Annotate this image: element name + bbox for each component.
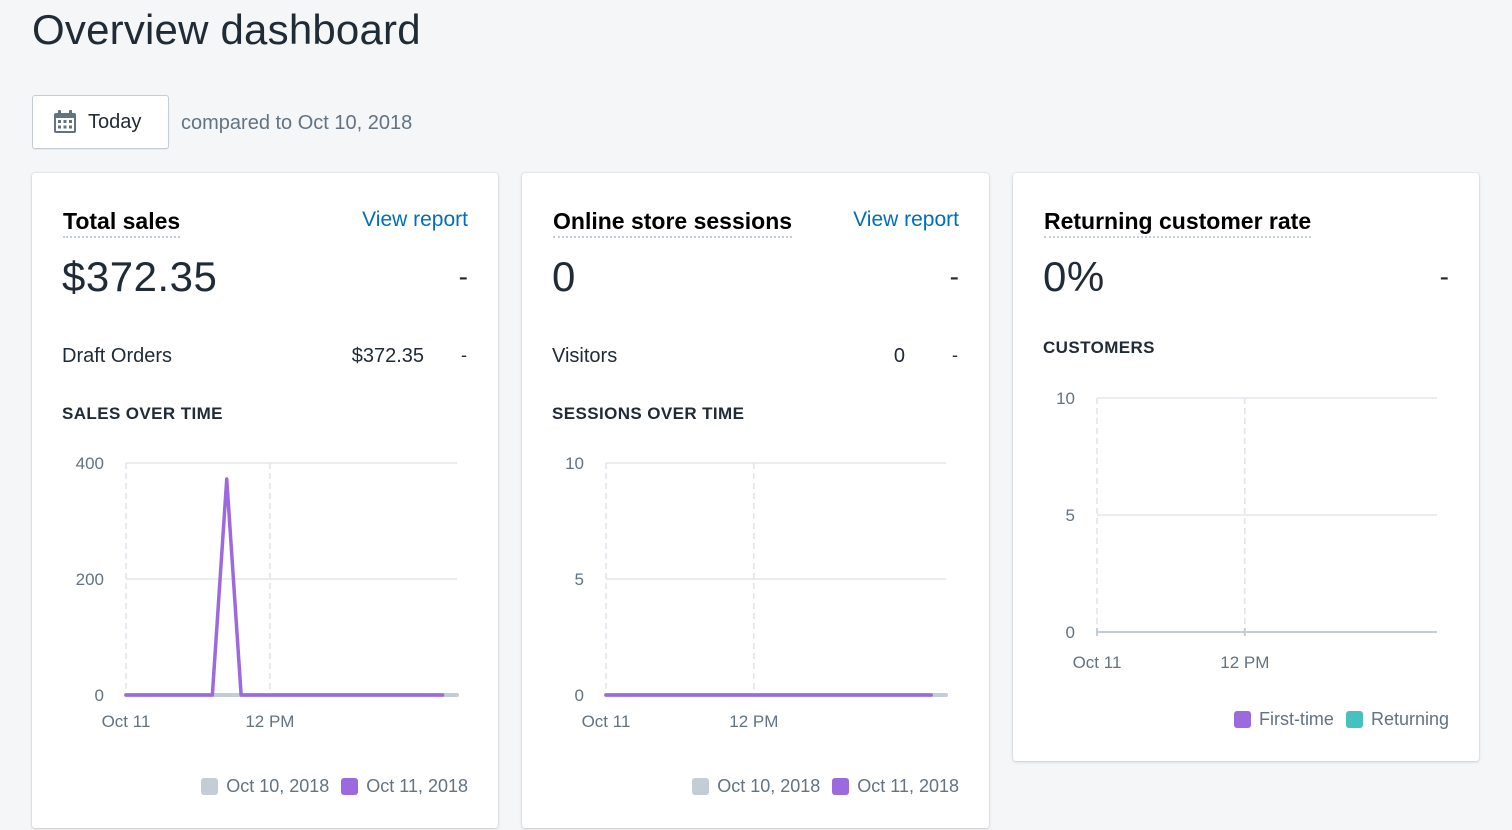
series-line-current xyxy=(124,477,445,697)
y-tick-label: 10 xyxy=(1056,389,1075,408)
legend-label-first-time: First-time xyxy=(1258,709,1334,729)
draft-orders-change: - xyxy=(461,345,467,365)
returning-rate-value: 0% xyxy=(1043,253,1105,300)
sessions-value: 0 xyxy=(552,253,576,300)
draft-orders-value: $372.35 xyxy=(351,345,424,367)
draft-orders-label: Draft Orders xyxy=(62,345,173,367)
date-range-button[interactable]: Today xyxy=(32,95,169,149)
legend-label-previous: Oct 10, 2018 xyxy=(226,776,330,796)
returning-rate-change: - xyxy=(1439,261,1449,292)
visitors-value: 0 xyxy=(893,345,905,367)
sessions-title[interactable]: Online store sessions xyxy=(553,207,793,238)
legend-swatch-current xyxy=(832,778,850,795)
sessions-view-report-link[interactable]: View report xyxy=(853,208,959,231)
legend-swatch-first-time xyxy=(1233,711,1251,728)
legend-label-returning: Returning xyxy=(1370,709,1449,729)
total-sales-card: Total sales View report $372.35 - Draft … xyxy=(32,173,498,828)
x-tick-label: 12 PM xyxy=(729,712,778,731)
y-tick-label: 400 xyxy=(76,454,104,473)
y-tick-label: 5 xyxy=(575,570,584,589)
x-tick-label: Oct 11 xyxy=(582,712,631,731)
total-sales-value: $372.35 xyxy=(62,253,218,300)
legend-swatch-returning xyxy=(1345,711,1363,728)
sessions-over-time-chart: 0 5 10 Oct 11 12 PM xyxy=(565,454,948,731)
legend-item-current: Oct 11, 2018 xyxy=(832,776,959,797)
comparison-text: compared to Oct 10, 2018 xyxy=(181,112,413,134)
legend-item-first-time: First-time xyxy=(1233,709,1334,730)
customers-heading: CUSTOMERS xyxy=(1043,338,1155,357)
visitors-label: Visitors xyxy=(552,345,618,367)
returning-rate-title[interactable]: Returning customer rate xyxy=(1044,207,1312,238)
total-sales-title[interactable]: Total sales xyxy=(63,207,181,238)
x-tick-label: Oct 11 xyxy=(1073,653,1122,672)
y-tick-label: 5 xyxy=(1066,506,1075,525)
calendar-icon xyxy=(54,110,76,133)
sessions-change: - xyxy=(949,261,959,292)
legend-label-previous: Oct 10, 2018 xyxy=(717,776,821,796)
customers-chart: 0 5 10 Oct 11 12 PM xyxy=(1056,389,1437,672)
y-tick-label: 0 xyxy=(1066,623,1075,642)
sessions-card: Online store sessions View report 0 - Vi… xyxy=(522,173,989,828)
visitors-change: - xyxy=(952,345,958,365)
sales-over-time-chart: 0 200 400 Oct 11 12 PM xyxy=(76,454,459,731)
customers-legend: First-time Returning xyxy=(1233,709,1449,730)
x-tick-label: 12 PM xyxy=(245,712,294,731)
legend-item-returning: Returning xyxy=(1345,709,1449,730)
sales-over-time-heading: SALES OVER TIME xyxy=(62,404,223,423)
legend-label-current: Oct 11, 2018 xyxy=(857,776,959,796)
total-sales-view-report-link[interactable]: View report xyxy=(362,208,468,231)
y-tick-label: 0 xyxy=(95,686,104,705)
total-sales-change: - xyxy=(458,261,468,292)
legend-swatch-previous xyxy=(201,778,219,795)
sales-legend: Oct 10, 2018 Oct 11, 2018 xyxy=(201,776,468,797)
x-tick-label: Oct 11 xyxy=(102,712,151,731)
page-title: Overview dashboard xyxy=(32,6,421,53)
legend-swatch-previous xyxy=(692,778,710,795)
legend-item-previous: Oct 10, 2018 xyxy=(201,776,329,797)
sessions-over-time-heading: SESSIONS OVER TIME xyxy=(552,404,745,423)
y-tick-label: 200 xyxy=(76,570,104,589)
date-range-label: Today xyxy=(88,110,142,133)
legend-label-current: Oct 11, 2018 xyxy=(366,776,468,796)
legend-item-current: Oct 11, 2018 xyxy=(341,776,468,797)
legend-swatch-current xyxy=(341,778,359,795)
y-tick-label: 10 xyxy=(565,454,584,473)
y-tick-label: 0 xyxy=(575,686,584,705)
sessions-legend: Oct 10, 2018 Oct 11, 2018 xyxy=(692,776,959,797)
x-tick-label: 12 PM xyxy=(1220,653,1269,672)
legend-item-previous: Oct 10, 2018 xyxy=(692,776,820,797)
returning-rate-card: Returning customer rate 0% - CUSTOMERS 0… xyxy=(1013,173,1479,761)
